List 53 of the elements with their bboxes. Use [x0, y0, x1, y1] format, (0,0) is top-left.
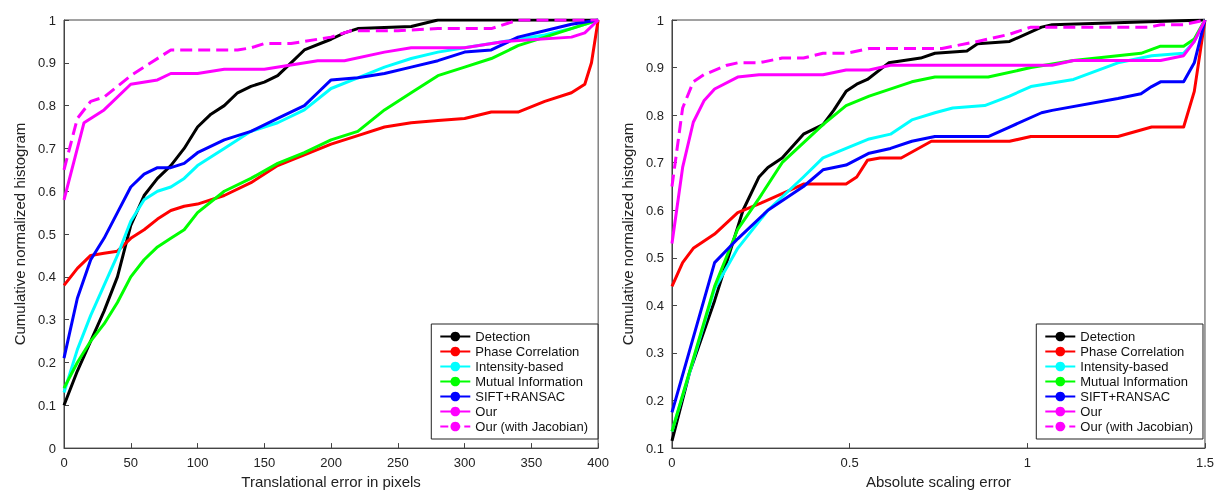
x-tick-label: 0 — [60, 455, 68, 471]
y-axis-title: Cumulative normalized histogram — [11, 122, 29, 346]
legend-label: Phase Correlation — [475, 344, 580, 359]
y-tick-label: 0.9 — [645, 60, 664, 76]
y-tick-label: 1 — [656, 12, 664, 28]
x-tick-label: 100 — [186, 455, 209, 471]
y-tick-label: 0.2 — [645, 393, 664, 409]
y-tick-label: 0 — [48, 440, 56, 456]
x-tick-label: 200 — [320, 455, 342, 471]
legend-label: Mutual Information — [475, 374, 583, 389]
legend-label: Detection — [1080, 329, 1136, 344]
y-tick-label: 0.9 — [37, 55, 56, 71]
legend-label: Our — [1080, 404, 1103, 419]
x-tick-label: 400 — [587, 455, 610, 471]
y-tick-label: 0.5 — [37, 226, 56, 242]
y-tick-label: 0.8 — [645, 107, 664, 123]
y-tick-label: 0.1 — [37, 397, 56, 413]
y-tick-label: 0.4 — [37, 269, 56, 285]
y-tick-label: 0.3 — [37, 312, 56, 328]
legend-label: Intensity-based — [1080, 359, 1169, 374]
y-tick-label: 0.1 — [645, 440, 664, 456]
y-tick-label: 0.4 — [645, 297, 664, 313]
x-tick-label: 300 — [453, 455, 476, 471]
y-tick-label: 0.7 — [645, 155, 664, 171]
y-tick-label: 0.6 — [37, 183, 56, 199]
y-axis-title: Cumulative normalized histogram — [619, 122, 636, 346]
x-axis-title: Absolute scaling error — [865, 473, 1012, 490]
x-tick-label: 0 — [668, 455, 676, 471]
legend-label: SIFT+RANSAC — [475, 389, 566, 404]
legend-label: SIFT+RANSAC — [1080, 389, 1171, 404]
x-tick-label: 1 — [1023, 455, 1031, 471]
line-series — [62, 18, 600, 287]
y-tick-label: 1 — [48, 12, 56, 28]
y-tick-label: 0.5 — [645, 250, 664, 266]
y-tick-label: 0.3 — [645, 345, 664, 361]
x-tick-label: 350 — [520, 455, 543, 471]
y-tick-label: 0.6 — [645, 202, 664, 218]
legend-label: Phase Correlation — [1080, 344, 1185, 359]
legend-label: Mutual Information — [1080, 374, 1188, 389]
legend-label: Our (with Jacobian) — [1080, 419, 1194, 434]
y-tick-label: 0.7 — [37, 140, 56, 156]
legend-label: Detection — [475, 329, 531, 344]
x-tick-label: 50 — [123, 455, 138, 471]
x-axis-title: Translational error in pixels — [241, 473, 421, 490]
x-tick-label: 1.5 — [1195, 455, 1214, 471]
x-tick-label: 250 — [387, 455, 409, 471]
y-tick-label: 0.2 — [37, 354, 56, 370]
legend-label: Our (with Jacobian) — [475, 419, 589, 434]
legend-label: Intensity-based — [475, 359, 564, 374]
x-tick-label: 150 — [253, 455, 276, 471]
legend-label: Our — [475, 404, 498, 419]
x-tick-label: 0.5 — [840, 455, 859, 471]
y-tick-label: 0.8 — [37, 98, 56, 114]
